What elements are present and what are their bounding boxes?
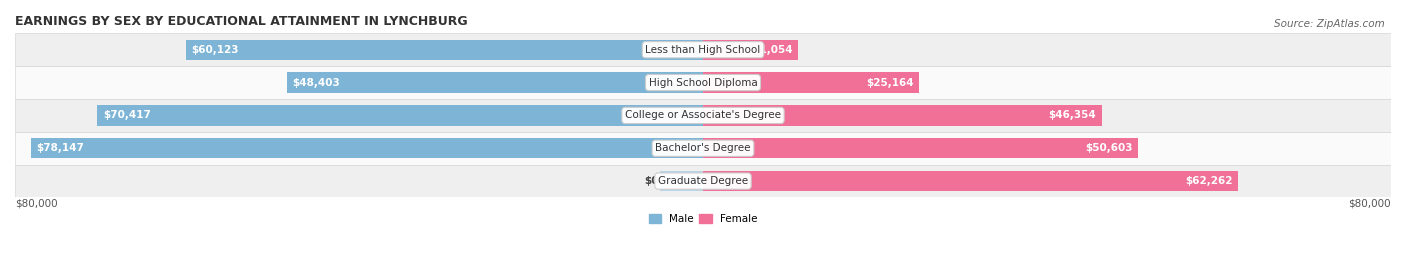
Text: Less than High School: Less than High School — [645, 45, 761, 55]
Text: $80,000: $80,000 — [15, 198, 58, 208]
Bar — [703, 105, 1102, 126]
Text: Graduate Degree: Graduate Degree — [658, 176, 748, 186]
Bar — [703, 72, 920, 93]
Bar — [15, 165, 1391, 197]
Bar — [703, 138, 1139, 158]
Text: $0: $0 — [644, 176, 658, 186]
Bar — [31, 138, 703, 158]
Text: $70,417: $70,417 — [103, 110, 150, 121]
Text: $48,403: $48,403 — [292, 77, 340, 88]
Text: College or Associate's Degree: College or Associate's Degree — [626, 110, 780, 121]
Text: Source: ZipAtlas.com: Source: ZipAtlas.com — [1274, 19, 1385, 29]
Text: $50,603: $50,603 — [1085, 143, 1133, 153]
Bar — [15, 66, 1391, 99]
Bar — [659, 171, 703, 191]
Bar — [15, 99, 1391, 132]
Text: Bachelor's Degree: Bachelor's Degree — [655, 143, 751, 153]
Bar — [15, 132, 1391, 165]
Bar — [15, 33, 1391, 66]
Text: $11,054: $11,054 — [745, 45, 793, 55]
Bar — [703, 171, 1239, 191]
Bar — [287, 72, 703, 93]
Text: $78,147: $78,147 — [37, 143, 84, 153]
Bar — [97, 105, 703, 126]
Text: High School Diploma: High School Diploma — [648, 77, 758, 88]
Text: $46,354: $46,354 — [1049, 110, 1097, 121]
Text: $80,000: $80,000 — [1348, 198, 1391, 208]
Text: EARNINGS BY SEX BY EDUCATIONAL ATTAINMENT IN LYNCHBURG: EARNINGS BY SEX BY EDUCATIONAL ATTAINMEN… — [15, 15, 468, 28]
Legend: Male, Female: Male, Female — [644, 210, 762, 228]
Text: $25,164: $25,164 — [866, 77, 914, 88]
Bar — [703, 40, 799, 60]
Text: $60,123: $60,123 — [191, 45, 239, 55]
Text: $62,262: $62,262 — [1185, 176, 1233, 186]
Bar — [186, 40, 703, 60]
